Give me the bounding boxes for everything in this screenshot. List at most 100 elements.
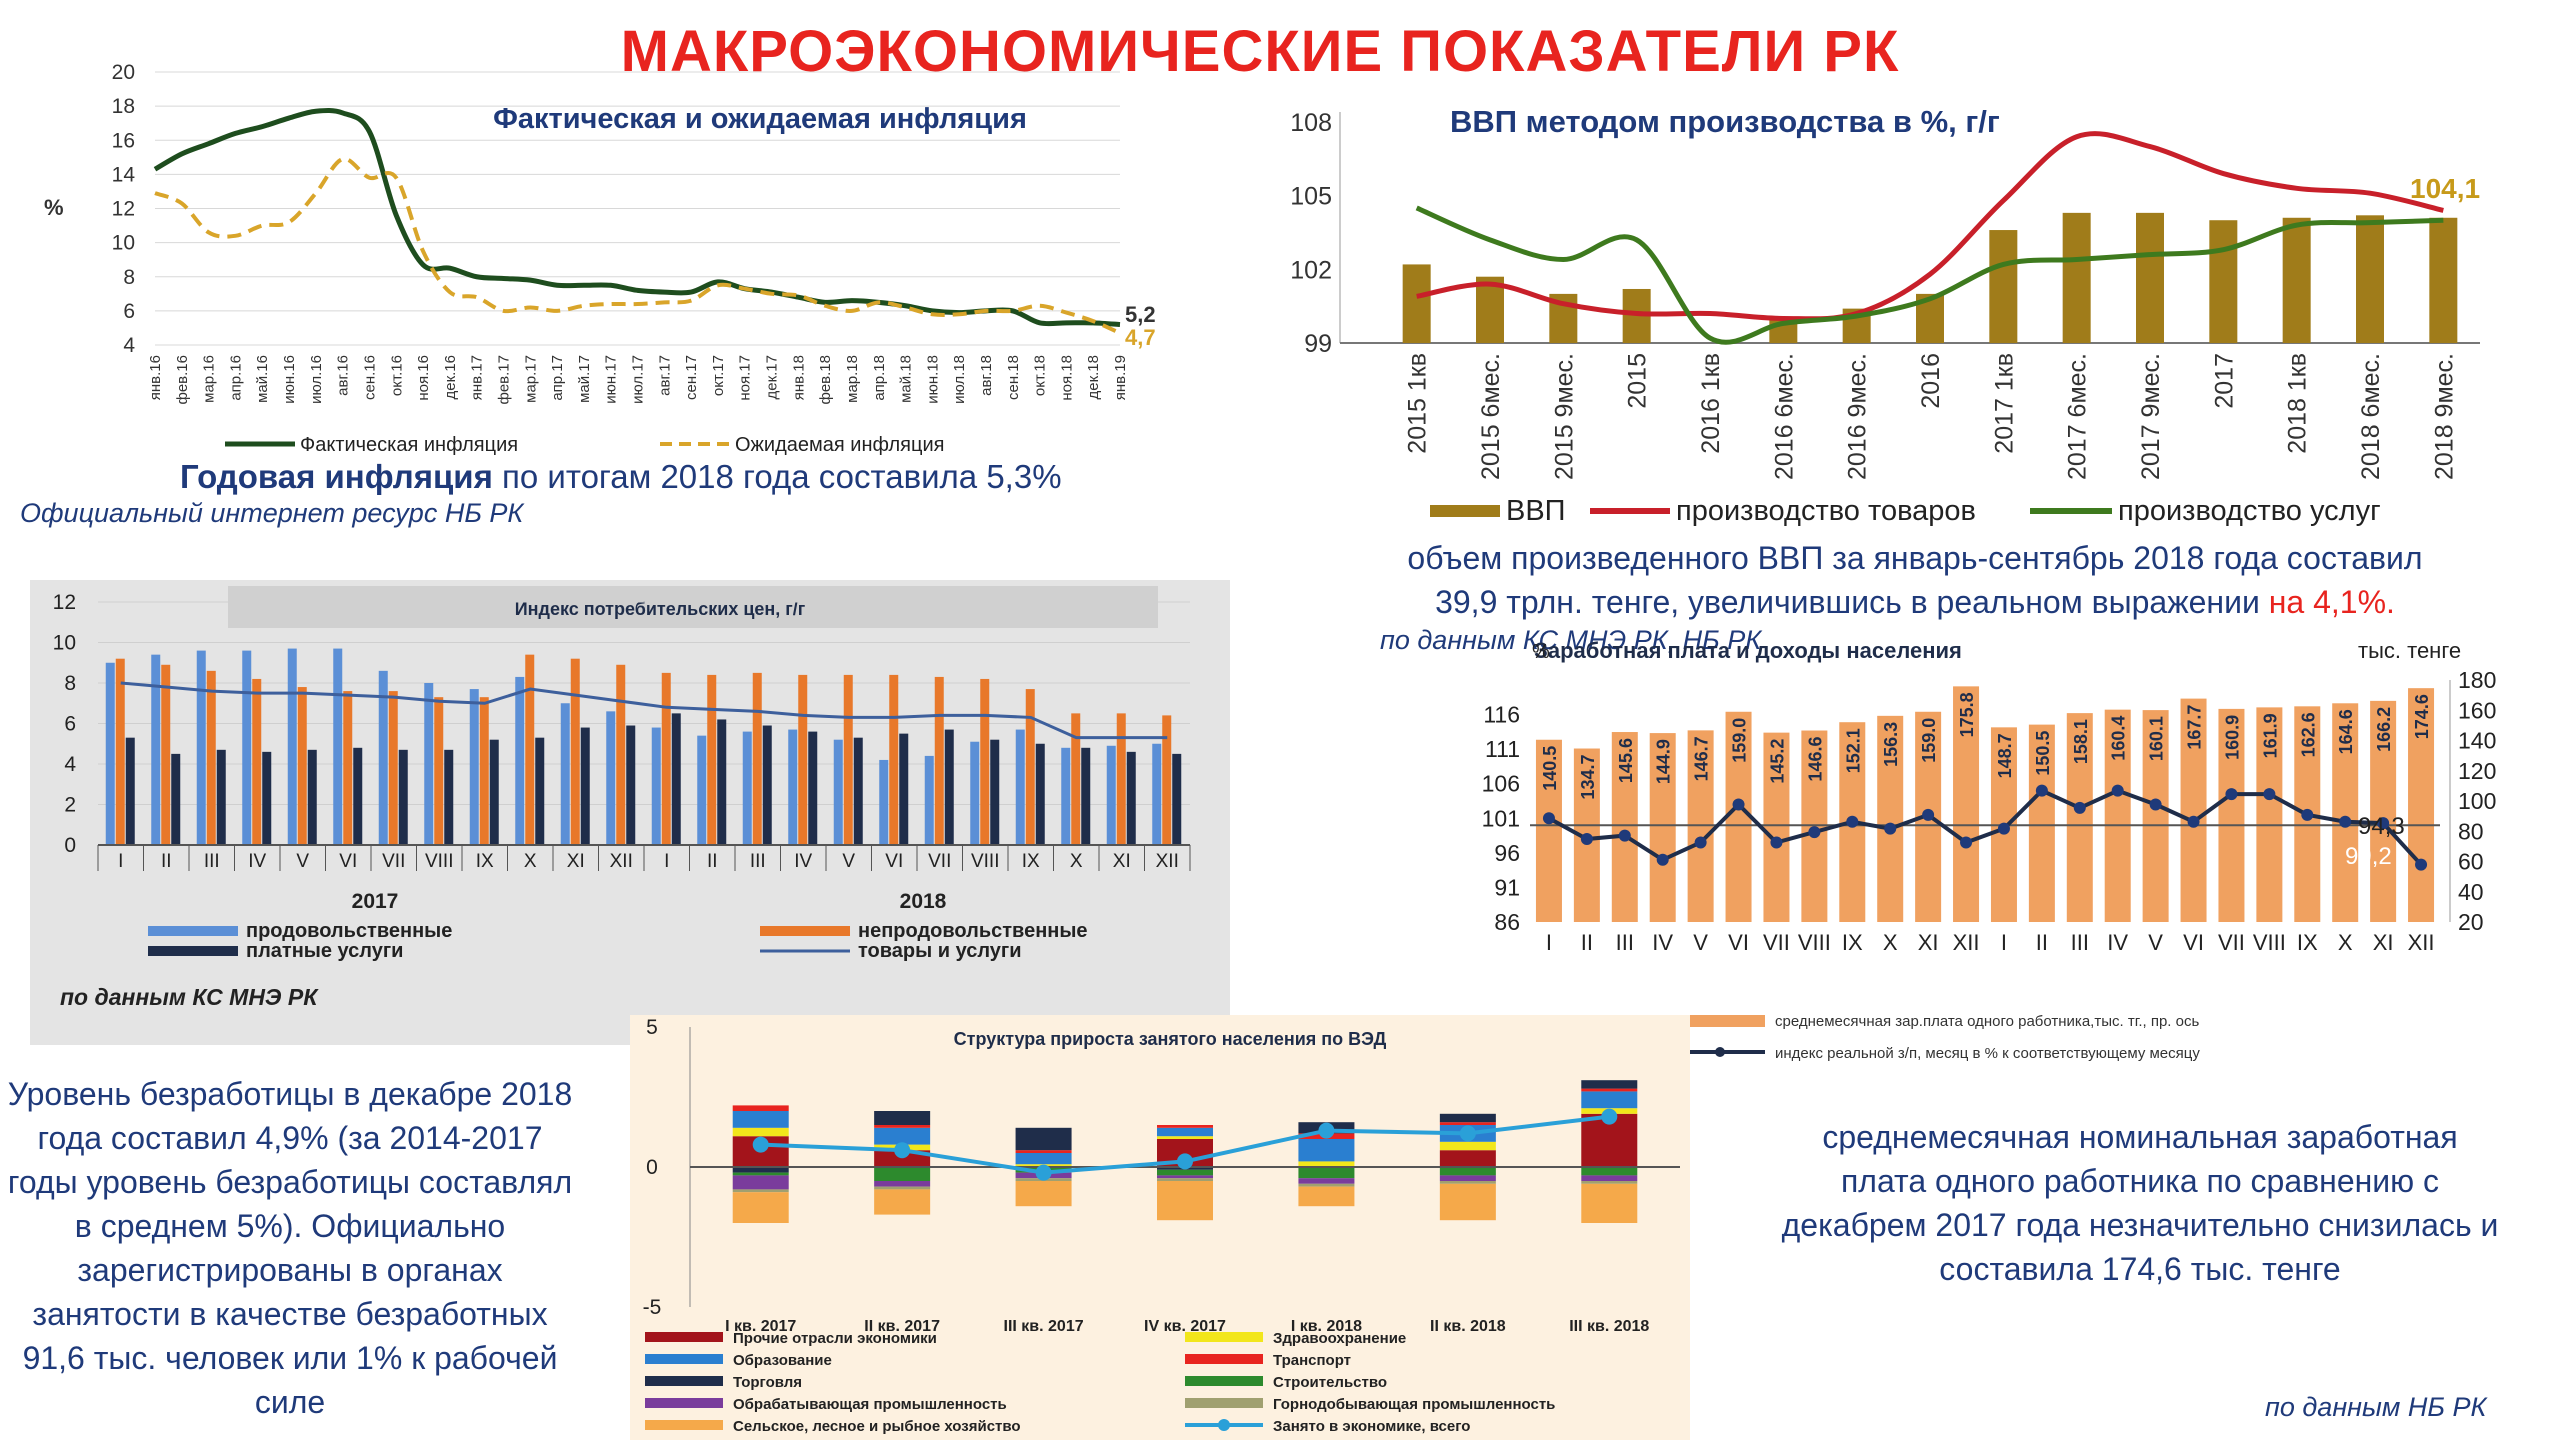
cpi-title-bar <box>228 586 1158 628</box>
wages-bar-label: 164.6 <box>2336 709 2356 754</box>
cpi-bar <box>742 731 752 845</box>
gdp-bar <box>2062 212 2091 343</box>
inflation-x-tick: авг.17 <box>656 355 673 396</box>
wages-left-y-tick: 101 <box>1482 805 1520 831</box>
wages-index-marker <box>1542 812 1555 825</box>
cpi-bar <box>843 674 853 845</box>
employment-bar-segment <box>1015 1127 1072 1151</box>
wages-x-tick: I <box>1546 930 1552 955</box>
cpi-bar <box>1071 713 1081 845</box>
wages-index-marker <box>2073 801 2086 814</box>
cpi-legend-services: платные услуги <box>246 940 403 962</box>
inflation-x-tick: июн.16 <box>281 355 298 404</box>
wages-right-y-tick: 120 <box>2458 758 2496 784</box>
wages-bar <box>2180 698 2207 922</box>
employment-legend-swatch <box>645 1398 723 1408</box>
cpi-bar <box>307 749 317 845</box>
wages-index-marker <box>2339 815 2352 828</box>
wages-left-y-ticks: 86 91 96 101 106 111 116 <box>1482 702 1520 935</box>
gdp-caption-highlight: на 4,1%. <box>2268 584 2395 620</box>
gdp-caption-line2-text: 39,9 трлн. тенге, увеличившись в реально… <box>1435 584 2269 620</box>
gdp-bar <box>2282 217 2311 343</box>
employment-bar-segment <box>1015 1153 1072 1165</box>
gdp-legend-gdp: ВВП <box>1506 495 1566 527</box>
employment-y-tick: 5 <box>646 1016 658 1039</box>
employment-legend-label: Здравоохранение <box>1273 1330 1406 1347</box>
inflation-x-tick: фев.18 <box>817 355 834 405</box>
wages-bar <box>2332 703 2359 922</box>
cpi-bar <box>1116 713 1126 845</box>
cpi-legend-total: товары и услуги <box>858 940 1022 962</box>
wages-x-tick: V <box>2148 930 2163 955</box>
cpi-x-tick: II <box>161 851 172 872</box>
employment-bar-segment <box>732 1127 789 1137</box>
inflation-x-tick: апр.16 <box>227 355 244 401</box>
wages-index-marker <box>1846 815 1859 828</box>
cpi-bar <box>762 725 772 845</box>
cpi-x-tick: VII <box>928 851 951 872</box>
cpi-bar <box>808 731 818 845</box>
wages-index-marker <box>2035 784 2048 797</box>
inflation-x-tick: дек.17 <box>764 355 781 400</box>
employment-legend: Прочие отрасли экономики Здравоохранение О… <box>645 1330 1555 1435</box>
inflation-x-tick: янв.19 <box>1112 355 1129 400</box>
employment-legend-swatch <box>1185 1376 1263 1386</box>
cpi-bar <box>434 697 444 845</box>
employment-bar-segment <box>1439 1141 1496 1151</box>
gdp-bar <box>2136 212 2164 343</box>
wages-x-tick: VIII <box>2253 930 2286 955</box>
inflation-x-tick: мар.16 <box>201 355 218 403</box>
employment-legend-label: Образование <box>733 1352 832 1369</box>
cpi-x-tick: IX <box>1022 851 1040 872</box>
inflation-x-tick: июн.18 <box>924 355 941 404</box>
gdp-y-tick: 108 <box>1290 109 1332 137</box>
wages-index-marker <box>2377 817 2390 830</box>
inflation-end-expected-label: 4,7 <box>1125 325 1156 350</box>
wages-index-markers <box>1542 784 2428 871</box>
wages-left-unit: % <box>1532 641 1550 663</box>
cpi-bar <box>1035 743 1045 845</box>
wages-x-tick: II <box>2036 930 2048 955</box>
inflation-y-tick: 12 <box>112 198 135 221</box>
cpi-x-tick: IV <box>794 851 812 872</box>
employment-legend-swatch <box>645 1376 723 1386</box>
wages-index-marker <box>2149 798 2162 811</box>
employment-total-marker <box>1035 1164 1052 1181</box>
cpi-bar <box>444 749 454 845</box>
cpi-bar <box>287 648 297 845</box>
cpi-year-2018: 2018 <box>900 890 947 913</box>
inflation-x-tick: апр.18 <box>871 355 888 401</box>
cpi-chart: Индекс потребительских цен, г/г 0 2 4 6 8 10 1… <box>30 580 1230 1045</box>
cpi-bar <box>1172 753 1182 845</box>
cpi-bar <box>924 755 934 845</box>
employment-total-marker <box>894 1142 911 1159</box>
wages-bar-label: 159.0 <box>1730 718 1750 763</box>
wages-legend-bar-swatch <box>1675 1015 1765 1027</box>
wages-index-marker <box>2187 815 2200 828</box>
employment-x-ticks: I кв. 2017 II кв. 2017 III кв. 2017 IV кв. … <box>725 1318 1649 1335</box>
employment-bar-segment <box>874 1186 931 1190</box>
employment-legend-label: Транспорт <box>1273 1352 1351 1369</box>
wages-caption: среднемесячная номинальная заработная пл… <box>1781 1119 2499 1287</box>
employment-legend-label: Обрабатывающая промышленность <box>733 1396 1007 1413</box>
cpi-bar <box>469 689 479 845</box>
inflation-y-ticks: 4 6 8 10 12 14 16 18 20 <box>112 61 136 357</box>
gdp-bar <box>1402 264 1431 343</box>
gdp-bar <box>2356 215 2384 343</box>
wages-right-y-tick: 20 <box>2458 909 2484 935</box>
wages-x-tick: III <box>1616 930 1634 955</box>
cpi-bar <box>105 662 115 845</box>
wages-bar-label: 146.7 <box>1692 736 1712 781</box>
cpi-bar <box>151 654 161 845</box>
inflation-x-tick: ноя.18 <box>1058 355 1075 401</box>
wages-bar <box>1763 732 1790 922</box>
inflation-y-tick: 14 <box>112 163 136 186</box>
employment-bar-segment <box>1439 1175 1496 1181</box>
inflation-source: Официальный интернет ресурс НБ РК <box>20 498 524 528</box>
employment-total-marker <box>752 1136 769 1153</box>
cpi-bar <box>606 711 616 845</box>
wages-index-marker <box>2415 858 2428 871</box>
inflation-legend-expected: Ожидаемая инфляция <box>735 434 944 456</box>
cpi-bar <box>1126 751 1136 845</box>
employment-x-tick: II кв. 2018 <box>1430 1318 1506 1335</box>
